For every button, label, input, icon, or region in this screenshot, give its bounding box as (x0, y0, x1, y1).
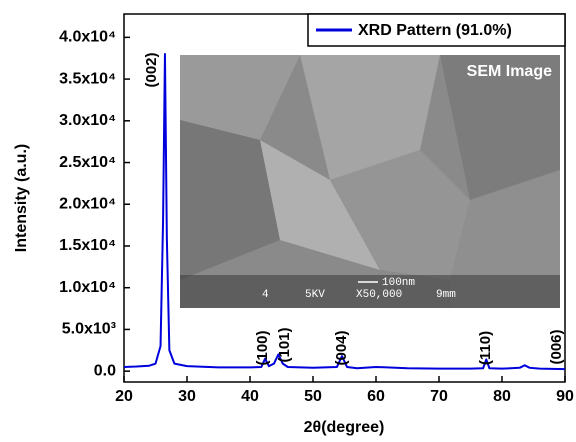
sem-info: 9mm (436, 289, 456, 301)
x-tick-label: 60 (367, 388, 385, 405)
y-tick-label: 3.5x10⁴ (59, 70, 116, 87)
peak-annotation: (006) (548, 329, 565, 364)
x-tick-label: 90 (556, 388, 574, 405)
x-tick-label: 30 (178, 388, 196, 405)
peak-annotation: (100) (254, 330, 271, 365)
x-tick-label: 70 (430, 388, 448, 405)
sem-info: 4 (262, 289, 269, 301)
y-tick-label: 2.5x10⁴ (59, 154, 116, 171)
y-tick-label: 1.0x10⁴ (59, 279, 116, 296)
y-tick-label: 1.5x10⁴ (59, 237, 116, 254)
y-tick-label: 4.0x10⁴ (59, 29, 116, 46)
legend-label: XRD Pattern (91.0%) (358, 22, 512, 39)
peak-annotation: (004) (333, 330, 350, 365)
sem-info: 5KV (305, 289, 325, 301)
chart: SEM Image 100nm 4 5KV X50,000 9mm 2θ(deg… (0, 0, 576, 442)
sem-inset: SEM Image 100nm 4 5KV X50,000 9mm (180, 55, 560, 308)
y-axis-title: Intensity (a.u.) (13, 144, 30, 252)
peak-annotation: (002) (143, 52, 160, 87)
x-tick-label: 20 (115, 388, 133, 405)
x-tick-label: 40 (241, 388, 259, 405)
y-tick-label: 3.0x10⁴ (59, 112, 116, 129)
x-tick-label: 80 (493, 388, 511, 405)
x-axis-title: 2θ(degree) (304, 419, 385, 436)
inset-label: SEM Image (467, 63, 552, 80)
y-tick-label: 2.0x10⁴ (59, 195, 116, 212)
peak-annotation: (101) (276, 327, 293, 362)
peak-annotation: (110) (477, 331, 494, 365)
y-tick-label: 5.0x10³ (62, 321, 116, 338)
y-tick-label: 0.0 (94, 362, 116, 379)
sem-info: X50,000 (356, 289, 402, 301)
scale-bar-label: 100nm (382, 277, 415, 289)
x-tick-label: 50 (304, 388, 322, 405)
